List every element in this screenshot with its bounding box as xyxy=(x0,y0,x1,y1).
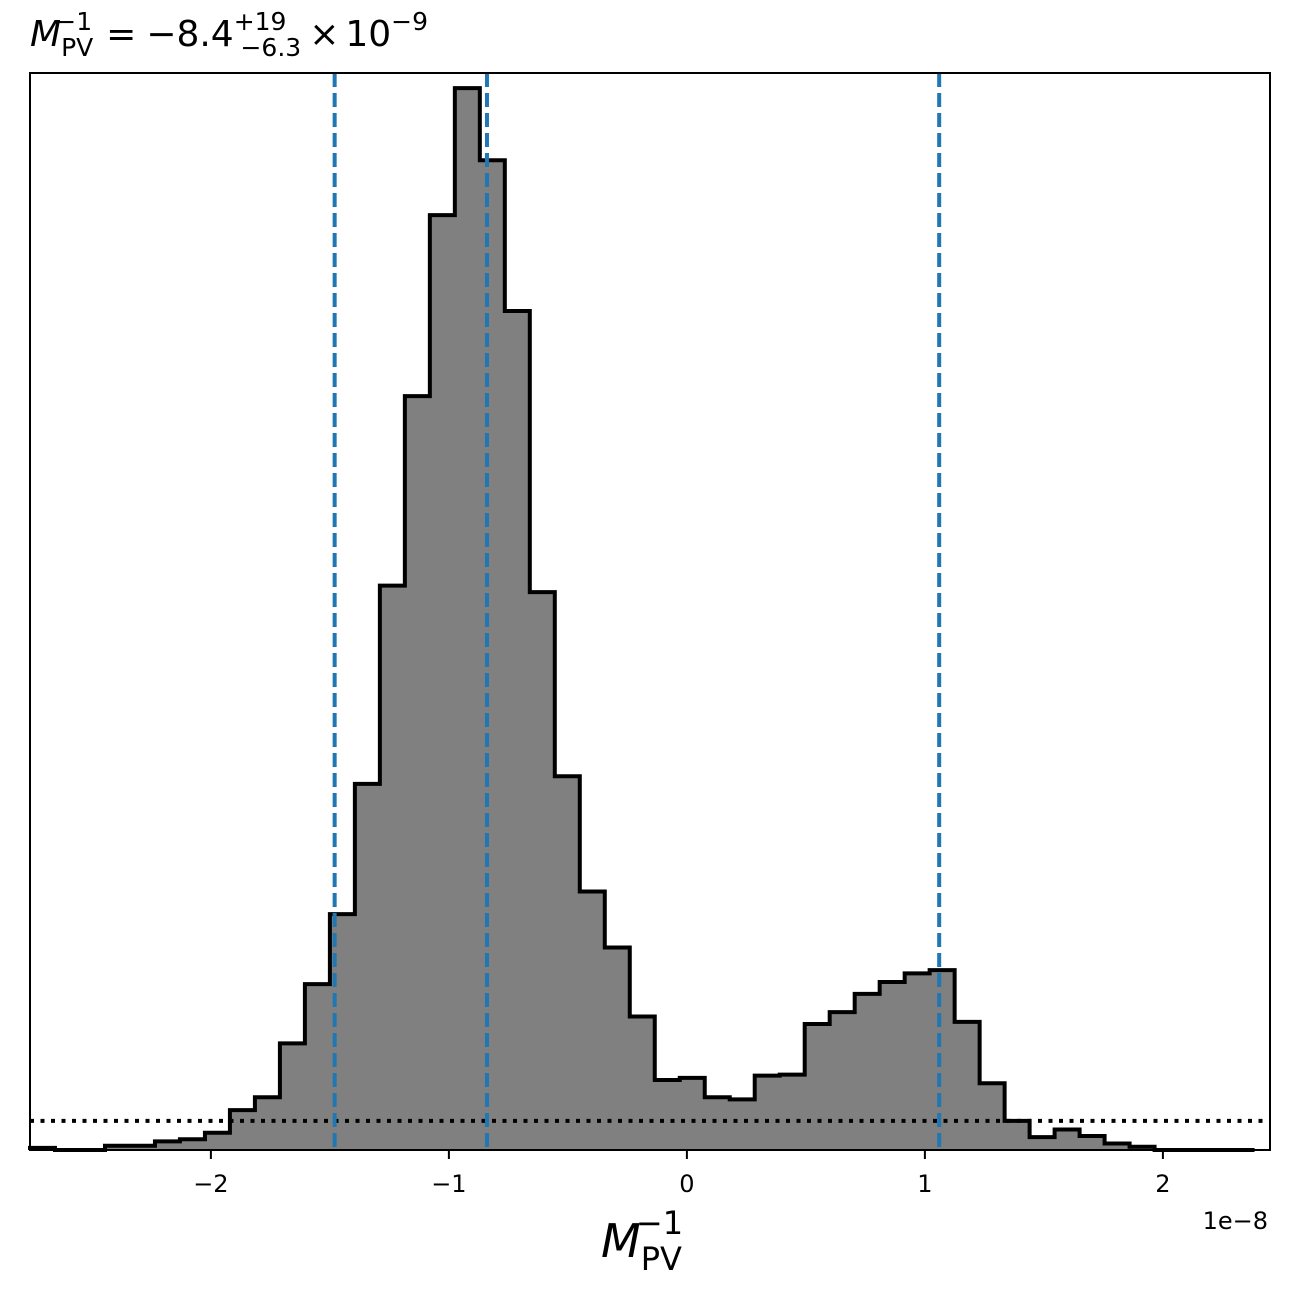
title-exponent: −9 xyxy=(391,7,428,36)
x-tick-label: 0 xyxy=(679,1170,694,1198)
histogram-bin xyxy=(154,1141,181,1150)
histogram-bin xyxy=(454,88,481,1150)
title-value: −8.4 xyxy=(146,14,233,55)
x-tick-label: −2 xyxy=(193,1170,228,1198)
xlabel-sup: −1 xyxy=(636,1204,683,1242)
histogram-bin xyxy=(1054,1129,1081,1150)
histogram-bin xyxy=(254,1097,281,1150)
histogram-bin xyxy=(579,891,606,1150)
histogram-bin xyxy=(104,1145,131,1150)
histogram-bin xyxy=(379,585,406,1150)
histogram-bin xyxy=(829,1012,856,1150)
histogram-bin xyxy=(804,1023,831,1150)
histogram-bin xyxy=(1079,1135,1106,1150)
histogram-bin xyxy=(279,1043,306,1150)
xlabel-symbol: M xyxy=(601,1214,641,1268)
x-tick-label: 2 xyxy=(1155,1170,1170,1198)
histogram-bars xyxy=(28,86,1255,1152)
reference-lines xyxy=(30,73,1270,1150)
title-minus-err: −6.3 xyxy=(240,33,301,62)
x-tick-label: −1 xyxy=(431,1170,466,1198)
histogram-bin xyxy=(654,1079,681,1150)
title-sup: −1 xyxy=(55,7,92,36)
histogram-bin xyxy=(429,215,456,1150)
histogram-bin xyxy=(479,160,506,1150)
histogram-bin xyxy=(604,947,631,1150)
title-symbol: M xyxy=(30,14,61,55)
x-axis-label: MPV−1 xyxy=(601,1204,683,1278)
histogram-bin xyxy=(404,396,431,1151)
histogram-bin xyxy=(904,973,931,1150)
histogram-bin xyxy=(979,1083,1006,1150)
histogram-bin xyxy=(129,1145,156,1150)
histogram-bin xyxy=(754,1075,781,1150)
histogram-bin xyxy=(854,993,881,1150)
histogram-outline xyxy=(28,86,1255,1152)
histogram-bin xyxy=(354,783,381,1150)
histogram-bin xyxy=(629,1016,656,1150)
x-offset-label: 1e−8 xyxy=(1203,1207,1268,1235)
xlabel-sub: PV xyxy=(641,1240,682,1278)
histogram-bin xyxy=(529,592,556,1150)
x-tick-label: 1 xyxy=(917,1170,932,1198)
title-sub: PV xyxy=(61,33,93,62)
histogram-bin xyxy=(879,981,906,1150)
histogram-bin xyxy=(779,1074,806,1150)
histogram-bin xyxy=(229,1110,256,1150)
chart-title: MPV−1 = −8.4+19 −6.3 × 10−9 xyxy=(30,7,428,62)
histogram-bin xyxy=(679,1077,706,1150)
title-plus-err: +19 xyxy=(234,7,287,36)
histogram-bin xyxy=(204,1132,231,1150)
histogram-bin xyxy=(1104,1143,1131,1150)
title-times: × xyxy=(309,14,339,55)
histogram-bin xyxy=(504,311,531,1151)
title-base: 10 xyxy=(345,14,391,55)
histogram-bin xyxy=(304,984,331,1150)
histogram-bin xyxy=(704,1097,731,1150)
histogram-bin xyxy=(954,1021,981,1150)
x-axis-ticks: −2 −1 0 1 2 xyxy=(193,1150,1171,1198)
histogram-bin xyxy=(179,1139,206,1150)
histogram-bin xyxy=(929,970,956,1150)
histogram-bin xyxy=(554,776,581,1150)
axes-frame xyxy=(29,72,1271,1151)
histogram-bin xyxy=(1029,1137,1056,1150)
histogram-bin xyxy=(729,1099,756,1150)
title-equals: = xyxy=(106,14,136,55)
histogram-bin xyxy=(1004,1120,1031,1150)
